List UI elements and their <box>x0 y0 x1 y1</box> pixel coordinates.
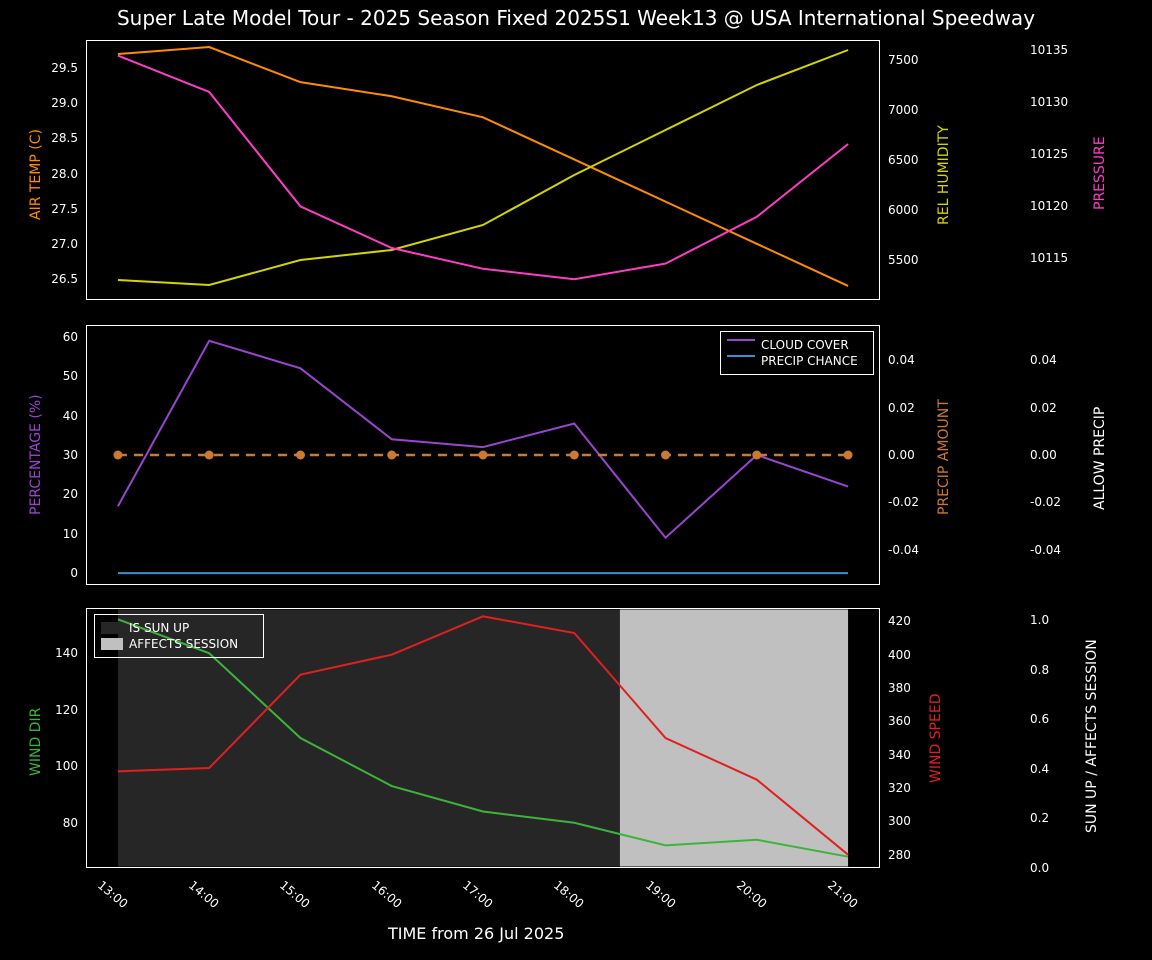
legend-panel2: CLOUD COVER PRECIP CHANCE <box>720 331 874 375</box>
ylabel-sun-session: SUN UP / AFFECTS SESSION <box>1084 639 1100 833</box>
affects-patch <box>101 638 123 650</box>
ylabel-humidity: REL HUMIDITY <box>936 125 952 225</box>
cloud-swatch <box>727 339 755 351</box>
legend-item-cloud: CLOUD COVER <box>727 338 867 352</box>
ylabel-air-temp: AIR TEMP (C) <box>28 129 44 220</box>
ylabel-wind-speed: WIND SPEED <box>928 694 944 783</box>
legend-item-precip: PRECIP CHANCE <box>727 354 867 368</box>
precip-swatch <box>727 355 755 367</box>
legend-label-sunup: IS SUN UP <box>129 621 189 635</box>
legend-label-precip: PRECIP CHANCE <box>761 354 858 368</box>
legend-item-affects: AFFECTS SESSION <box>101 637 257 651</box>
ylabel-pressure: PRESSURE <box>1092 136 1108 210</box>
ylabel-percentage: PERCENTAGE (%) <box>28 394 44 515</box>
legend-panel3: IS SUN UP AFFECTS SESSION <box>94 614 264 658</box>
sunup-patch <box>101 622 123 634</box>
legend-label-affects: AFFECTS SESSION <box>129 637 238 651</box>
legend-label-cloud: CLOUD COVER <box>761 338 849 352</box>
ylabel-wind-dir: WIND DIR <box>28 708 44 776</box>
xlabel-time: TIME from 26 Jul 2025 <box>388 924 564 943</box>
ylabel-allow-precip: ALLOW PRECIP <box>1092 407 1108 510</box>
chart-container: Super Late Model Tour - 2025 Season Fixe… <box>0 0 1152 960</box>
ylabel-precip-amt: PRECIP AMOUNT <box>936 399 952 515</box>
panel3-svg <box>0 0 1152 960</box>
legend-item-sunup: IS SUN UP <box>101 621 257 635</box>
